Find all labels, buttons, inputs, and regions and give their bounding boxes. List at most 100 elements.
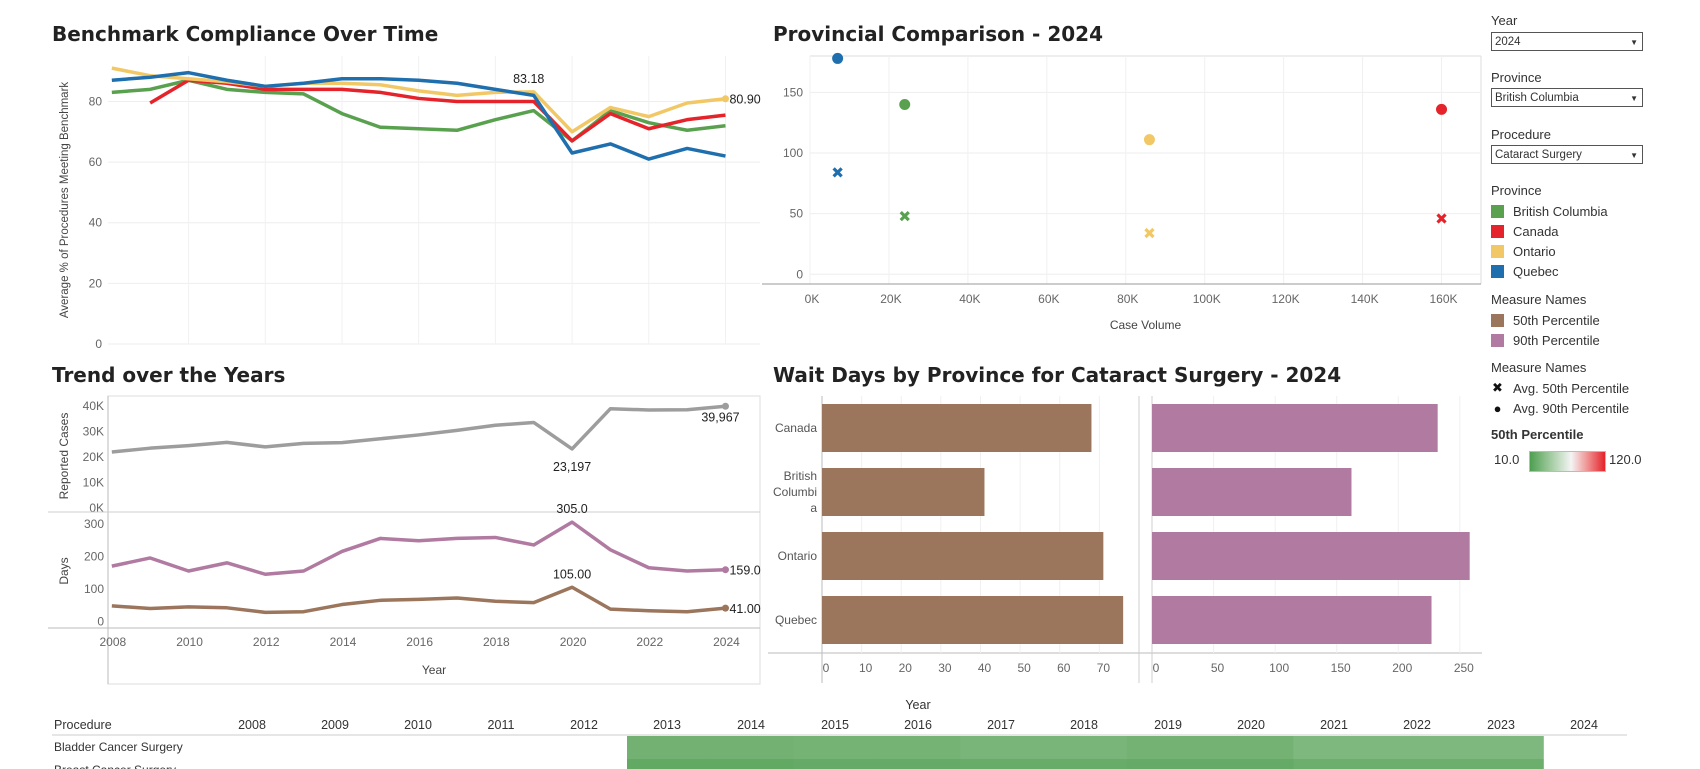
legend-swatch	[1491, 313, 1504, 327]
scatter-cross-ontario	[1144, 227, 1155, 239]
x-tick-label: 40	[978, 661, 992, 675]
series-line-90th-percentile	[111, 520, 726, 577]
y-tick-label: 200	[84, 549, 104, 563]
x-tick-label: 0	[1153, 661, 1160, 675]
legend-item-quebec[interactable]: Quebec	[1491, 263, 1559, 279]
x-tick-label: 10	[859, 661, 873, 675]
x-tick-label: 20K	[880, 292, 901, 306]
column-header: 2010	[404, 718, 432, 732]
legend-item-canada[interactable]: Canada	[1491, 223, 1559, 239]
x-tick-label: 40K	[959, 292, 980, 306]
province-filter-select[interactable]: British Columbia ▼	[1491, 88, 1643, 107]
legend-item-avg-50th[interactable]: ✖ Avg. 50th Percentile	[1491, 380, 1629, 396]
legend-label: British Columbia	[1513, 203, 1608, 219]
y-tick-label: 0	[796, 267, 803, 281]
provincial-chart-title: Provincial Comparison - 2024	[773, 22, 1103, 46]
scatter-point-ontario	[1143, 134, 1155, 146]
heatmap-cell	[1460, 736, 1544, 759]
heatmap-cell	[1376, 759, 1461, 769]
wait-days-chart-title: Wait Days by Province for Cataract Surge…	[773, 363, 1342, 387]
dot-icon: ●	[1493, 400, 1502, 416]
procedure-filter-select[interactable]: Cataract Surgery ▼	[1491, 145, 1643, 164]
scatter-cross-canada	[1436, 213, 1447, 224]
bar-50th-percentile-canada	[822, 404, 1092, 452]
column-header: 2011	[488, 718, 515, 732]
legend-item-avg-90th[interactable]: ● Avg. 90th Percentile	[1491, 400, 1630, 416]
series-line-canada	[149, 78, 726, 143]
x-tick-label: 80K	[1117, 292, 1138, 306]
x-tick-label: 150	[1331, 661, 1351, 675]
year-filter-select[interactable]: 2024 ▼	[1491, 32, 1643, 51]
legend-item-50th-percentile[interactable]: 50th Percentile	[1491, 312, 1600, 328]
gradient-color-bar	[1529, 451, 1606, 472]
data-point	[721, 604, 729, 612]
heatmap-cell	[1043, 736, 1128, 759]
y-tick-label: 40	[89, 216, 103, 230]
column-header: 2015	[821, 718, 849, 732]
province-filter-label: Province	[1491, 70, 1542, 85]
data-point	[721, 402, 729, 410]
legend-item-90th-percentile[interactable]: 90th Percentile	[1491, 332, 1600, 348]
x-tick-label: 0	[823, 661, 830, 675]
legend-label: Canada	[1513, 223, 1559, 239]
legend-label: Quebec	[1513, 263, 1559, 279]
legend-label: Ontario	[1513, 243, 1556, 259]
bar-90th-percentile-british-columbia	[1152, 468, 1352, 516]
y-tick-label: 100	[84, 582, 104, 596]
dropdown-arrow-icon: ▼	[1630, 38, 1638, 47]
column-header: 2014	[737, 718, 765, 732]
x-tick-label: 100	[1269, 661, 1289, 675]
series-line-british-columbia	[111, 78, 726, 143]
heatmap-cell	[1460, 759, 1544, 769]
x-tick-label: 160K	[1430, 292, 1458, 306]
x-tick-label: 20	[899, 661, 913, 675]
y-tick-label: 100	[783, 146, 803, 160]
cross-icon: ✖	[1492, 380, 1503, 395]
data-label: 39,967	[701, 410, 739, 424]
bar-50th-percentile-ontario	[822, 532, 1104, 580]
row-label: Breast Cancer Surgery	[54, 763, 176, 769]
heatmap-cell	[876, 736, 961, 759]
heatmap-cell	[1210, 736, 1294, 759]
data-label: 305.0	[556, 502, 587, 516]
x-tick-label: 50	[1017, 661, 1031, 675]
heatmap-cell	[1126, 736, 1211, 759]
x-tick-label: 2012	[253, 635, 280, 649]
category-label: Ontario	[778, 549, 818, 563]
measure-legend-title: Measure Names	[1491, 292, 1587, 307]
y-tick-label: 10K	[83, 476, 104, 490]
legend-item-british-columbia[interactable]: British Columbia	[1491, 203, 1608, 219]
data-label: 41.00	[729, 602, 760, 616]
bar-50th-percentile-british-columbia	[822, 468, 985, 516]
heatmap-cell	[793, 759, 878, 769]
x-axis-label: Case Volume	[1110, 318, 1182, 332]
trend-chart-title: Trend over the Years	[52, 363, 286, 387]
data-label: 23,197	[553, 460, 591, 474]
heatmap-cell	[710, 736, 795, 759]
procedure-filter-label: Procedure	[1491, 127, 1551, 142]
series-line-reported-cases	[111, 404, 726, 454]
row-label: Bladder Cancer Surgery	[54, 740, 183, 754]
legend-swatch	[1491, 244, 1504, 258]
legend-swatch	[1491, 264, 1504, 278]
category-label: Canada	[775, 421, 817, 435]
scatter-cross-british-columbia	[899, 210, 910, 222]
scatter-cross-quebec	[832, 167, 843, 178]
benchmark-chart-title: Benchmark Compliance Over Time	[52, 22, 439, 46]
x-tick-label: 2016	[406, 635, 433, 649]
legend-item-ontario[interactable]: Ontario	[1491, 243, 1556, 259]
legend-label: Avg. 90th Percentile	[1513, 400, 1630, 416]
x-tick-label: 0K	[805, 292, 820, 306]
column-header: 2017	[987, 718, 1015, 732]
heatmap-cell	[1126, 759, 1211, 769]
y-axis-label: Reported Cases	[57, 413, 71, 500]
x-tick-label: 30	[938, 661, 952, 675]
heatmap-cell	[627, 759, 711, 769]
series-line-quebec	[111, 70, 726, 161]
bar-50th-percentile-quebec	[822, 596, 1124, 644]
province-legend-title: Province	[1491, 183, 1542, 198]
